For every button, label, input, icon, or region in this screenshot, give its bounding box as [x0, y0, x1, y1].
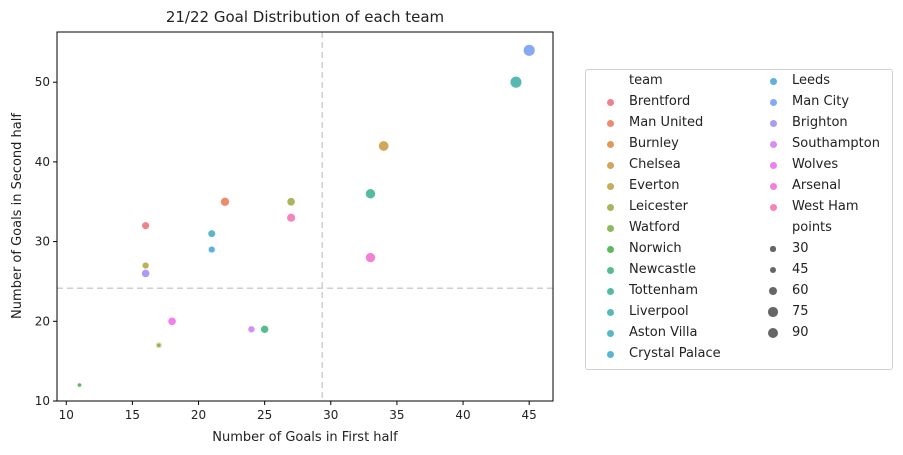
legend-item-newcastle: Newcastle — [629, 262, 696, 277]
point-aston-villa — [207, 229, 216, 238]
legend-item-brighton-marker — [769, 119, 777, 127]
legend-item-leeds: Leeds — [792, 73, 831, 88]
legend-item-west-ham-marker — [769, 203, 777, 211]
legend-item-brentford-marker — [606, 98, 614, 106]
legend-item-wolves: Wolves — [792, 157, 839, 172]
legend-size-90: 90 — [792, 325, 809, 340]
legend-size-45-marker — [769, 266, 777, 274]
point-brentford — [141, 221, 150, 230]
legend-title-team: team — [629, 73, 663, 88]
point-leeds — [208, 245, 216, 254]
point-liverpool — [509, 76, 523, 89]
legend-item-arsenal-marker — [769, 182, 777, 190]
legend-item-man-united: Man United — [629, 115, 704, 130]
legend-item-newcastle-marker — [606, 266, 614, 274]
legend-item-watford-marker — [606, 224, 614, 232]
legend-item-brentford: Brentford — [629, 94, 691, 109]
point-man-united — [220, 197, 230, 207]
legend-size-75: 75 — [792, 304, 809, 319]
point-norwich — [77, 382, 82, 388]
legend-item-chelsea-marker — [606, 161, 614, 169]
y-tick-label: 10 — [35, 394, 50, 408]
legend-title-points: points — [792, 220, 832, 235]
plot-area — [57, 32, 553, 401]
point-wolves — [167, 316, 177, 326]
point-leicester — [286, 197, 296, 207]
legend-item-norwich-marker — [606, 245, 614, 253]
legend-item-chelsea: Chelsea — [629, 157, 681, 172]
legend-item-arsenal: Arsenal — [792, 178, 841, 193]
y-tick-label: 50 — [35, 75, 50, 89]
legend-size-45: 45 — [792, 262, 809, 277]
x-tick-label: 10 — [59, 408, 74, 422]
point-chelsea — [378, 140, 390, 152]
point-arsenal — [365, 252, 376, 263]
legend-item-aston-villa: Aston Villa — [629, 325, 698, 340]
legend-item-wolves-marker — [769, 161, 777, 169]
legend-item-leicester-marker — [606, 203, 614, 211]
legend: team Brentford Man United Burnley Chelsea Eve… — [585, 69, 893, 370]
legend-item-burnley: Burnley — [629, 136, 679, 151]
x-tick-label: 40 — [455, 408, 470, 422]
point-tottenham — [365, 188, 376, 200]
legend-item-west-ham: West Ham — [792, 199, 859, 214]
legend-item-man-city: Man City — [792, 94, 850, 109]
legend-item-tottenham: Tottenham — [629, 283, 698, 298]
legend-item-burnley-marker — [606, 140, 614, 148]
legend-size-60: 60 — [792, 283, 809, 298]
legend-size-90-marker — [767, 327, 779, 339]
legend-item-liverpool: Liverpool — [629, 304, 689, 319]
point-everton — [141, 261, 150, 270]
point-west-ham — [286, 213, 296, 223]
legend-item-man-united-marker — [606, 119, 614, 127]
y-axis-label: Number of Goals in Second half — [10, 113, 25, 319]
plot-frame — [56, 31, 554, 402]
legend-item-liverpool-marker — [606, 308, 614, 316]
legend-item-leicester: Leicester — [629, 199, 688, 214]
chart-title: 21/22 Goal Distribution of each team — [166, 8, 444, 26]
legend-item-leeds-marker — [769, 77, 777, 85]
legend-item-everton: Everton — [629, 178, 680, 193]
legend-item-brighton: Brighton — [792, 115, 848, 130]
point-newcastle — [260, 324, 269, 334]
legend-size-75-marker — [768, 307, 778, 317]
point-brighton — [141, 269, 151, 278]
point-southampton — [247, 325, 256, 334]
legend-item-tottenham-marker — [606, 287, 614, 295]
y-tick-label: 40 — [35, 155, 50, 169]
legend-item-aston-villa-marker — [606, 329, 614, 337]
legend-item-watford: Watford — [629, 220, 680, 235]
legend-item-southampton: Southampton — [792, 136, 880, 151]
legend-item-crystal-palace-marker — [606, 350, 614, 358]
x-tick-label: 45 — [522, 408, 537, 422]
legend-item-man-city-marker — [769, 98, 777, 106]
legend-item-southampton-marker — [769, 140, 777, 148]
x-tick-label: 20 — [191, 408, 206, 422]
y-tick-label: 30 — [35, 235, 50, 249]
y-tick-label: 20 — [35, 314, 50, 328]
x-tick-label: 25 — [257, 408, 272, 422]
legend-item-crystal-palace: Crystal Palace — [629, 346, 721, 361]
legend-size-30: 30 — [792, 241, 809, 256]
legend-item-norwich: Norwich — [629, 241, 682, 256]
legend-item-everton-marker — [606, 182, 614, 190]
x-tick-label: 15 — [125, 408, 140, 422]
legend-size-30-marker — [770, 246, 776, 252]
x-tick-label: 35 — [389, 408, 404, 422]
x-tick-label: 30 — [323, 408, 338, 422]
x-axis-label: Number of Goals in First half — [212, 430, 398, 445]
point-man-city — [523, 44, 536, 57]
legend-size-60-marker — [768, 286, 778, 296]
point-watford — [156, 342, 162, 348]
